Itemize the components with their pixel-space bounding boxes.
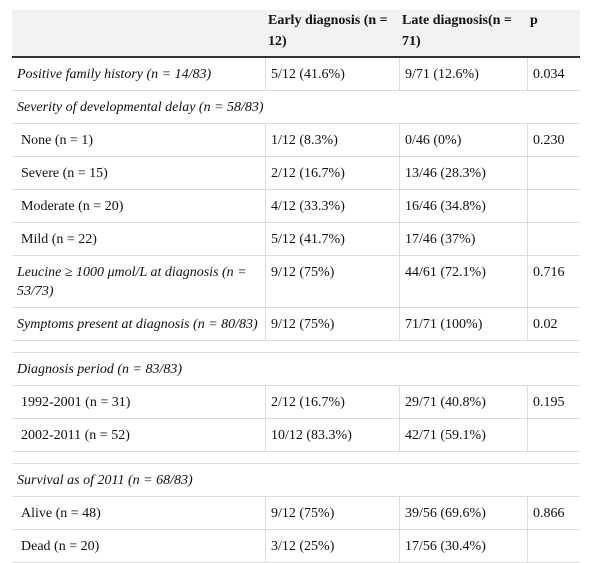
section-heading: Severity of developmental delay (n = 58/… xyxy=(17,100,264,115)
value-cell: 0.866 xyxy=(533,506,565,521)
table-row: Severe (n = 15) 2/12 (16.7%) 13/46 (28.3%) xyxy=(12,157,580,190)
header-cell: p xyxy=(530,13,538,28)
value-cell: 5/12 (41.6%) xyxy=(266,58,400,90)
section-heading: Survival as of 2011 (n = 68/83) xyxy=(17,473,193,488)
row-label: Symptoms present at diagnosis (n = 80/83… xyxy=(12,308,266,340)
row-label: Dead (n = 20) xyxy=(12,530,266,562)
table-row: Leucine ≥ 1000 μmol/L at diagnosis (n = … xyxy=(12,256,580,308)
row-label: Moderate (n = 20) xyxy=(12,190,266,222)
table-row: None (n = 1) 1/12 (8.3%) 0/46 (0%) 0.230 xyxy=(12,124,580,157)
value-cell: 0.02 xyxy=(533,317,558,332)
table-row: Symptoms present at diagnosis (n = 80/83… xyxy=(12,308,580,341)
value-cell xyxy=(528,530,580,562)
table-row: Mild (n = 22) 5/12 (41.7%) 17/46 (37%) xyxy=(12,223,580,256)
value-cell: 0.034 xyxy=(533,67,565,82)
value-cell: 13/46 (28.3%) xyxy=(400,157,528,189)
value-cell: 2/12 (16.7%) xyxy=(266,386,400,418)
table-row: Positive family history (n = 14/83) 5/12 … xyxy=(12,58,580,91)
table-row: Alive (n = 48) 9/12 (75%) 39/56 (69.6%) 0.8… xyxy=(12,497,580,530)
value-cell xyxy=(528,223,580,255)
spacer-row xyxy=(12,341,580,353)
row-label: Leucine ≥ 1000 μmol/L at diagnosis (n = … xyxy=(12,256,266,307)
row-label: Mild (n = 22) xyxy=(12,223,266,255)
spacer-row xyxy=(12,452,580,464)
header-row: Early diagnosis (n = 12) Late diagnosis(… xyxy=(12,10,580,58)
row-label: Positive family history (n = 14/83) xyxy=(12,58,266,90)
table: Early diagnosis (n = 12) Late diagnosis(… xyxy=(12,10,580,563)
value-cell: 0/46 (0%) xyxy=(400,124,528,156)
value-cell: 16/46 (34.8%) xyxy=(400,190,528,222)
row-label: Severe (n = 15) xyxy=(12,157,266,189)
table-row: Dead (n = 20) 3/12 (25%) 17/56 (30.4%) xyxy=(12,530,580,563)
value-cell: 9/12 (75%) xyxy=(266,256,400,307)
section-row: Diagnosis period (n = 83/83) xyxy=(12,353,580,386)
value-cell xyxy=(528,190,580,222)
value-cell: 0.230 xyxy=(533,133,565,148)
value-cell: 17/46 (37%) xyxy=(400,223,528,255)
header-cell: Early diagnosis (n = 12) xyxy=(268,13,388,49)
value-cell: 42/71 (59.1%) xyxy=(400,419,528,451)
section-row: Survival as of 2011 (n = 68/83) xyxy=(12,464,580,497)
row-label: Alive (n = 48) xyxy=(12,497,266,529)
value-cell: 9/12 (75%) xyxy=(266,497,400,529)
value-cell: 1/12 (8.3%) xyxy=(266,124,400,156)
value-cell: 0.195 xyxy=(533,395,565,410)
table-row: Moderate (n = 20) 4/12 (33.3%) 16/46 (34.8… xyxy=(12,190,580,223)
row-label: None (n = 1) xyxy=(12,124,266,156)
row-label: 1992-2001 (n = 31) xyxy=(12,386,266,418)
value-cell: 10/12 (83.3%) xyxy=(266,419,400,451)
value-cell: 17/56 (30.4%) xyxy=(400,530,528,562)
value-cell: 71/71 (100%) xyxy=(400,308,528,340)
value-cell: 0.716 xyxy=(533,265,565,280)
table-row: 2002-2011 (n = 52) 10/12 (83.3%) 42/71 (59… xyxy=(12,419,580,452)
value-cell: 4/12 (33.3%) xyxy=(266,190,400,222)
value-cell xyxy=(528,157,580,189)
value-cell: 29/71 (40.8%) xyxy=(400,386,528,418)
value-cell: 44/61 (72.1%) xyxy=(400,256,528,307)
row-label: 2002-2011 (n = 52) xyxy=(12,419,266,451)
header-cell xyxy=(12,10,266,56)
value-cell: 3/12 (25%) xyxy=(266,530,400,562)
value-cell: 9/12 (75%) xyxy=(266,308,400,340)
section-row: Severity of developmental delay (n = 58/… xyxy=(12,91,580,124)
value-cell: 9/71 (12.6%) xyxy=(400,58,528,90)
value-cell: 39/56 (69.6%) xyxy=(400,497,528,529)
section-heading: Diagnosis period (n = 83/83) xyxy=(17,362,182,377)
value-cell xyxy=(528,419,580,451)
value-cell: 2/12 (16.7%) xyxy=(266,157,400,189)
table-row: 1992-2001 (n = 31) 2/12 (16.7%) 29/71 (40.… xyxy=(12,386,580,419)
header-cell: Late diagnosis(n = 71) xyxy=(402,13,512,49)
value-cell: 5/12 (41.7%) xyxy=(266,223,400,255)
